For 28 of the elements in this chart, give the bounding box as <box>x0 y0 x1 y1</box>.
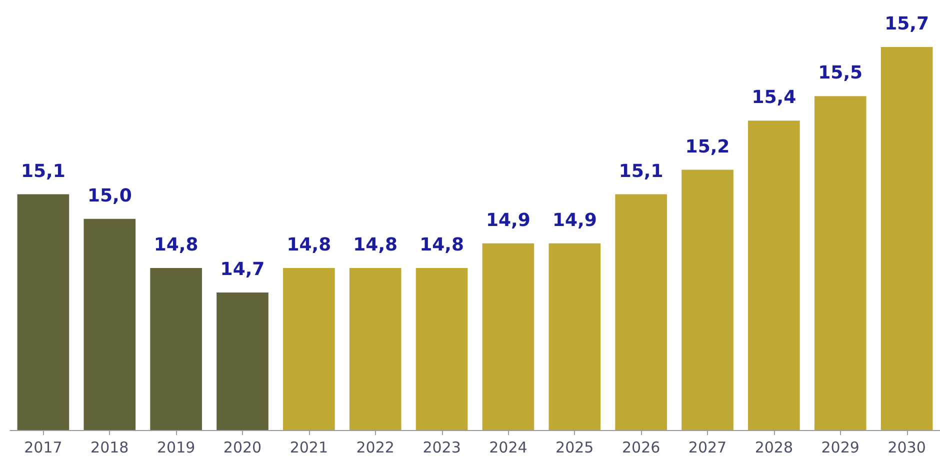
x-tick-label: 2027 <box>688 438 727 456</box>
x-tick-label: 2025 <box>556 438 594 456</box>
data-label: 15,0 <box>87 185 132 206</box>
x-tick-label: 2020 <box>223 438 262 456</box>
x-tick-label: 2022 <box>356 438 394 456</box>
x-tick-label: 2029 <box>821 438 860 456</box>
data-label: 14,8 <box>154 234 198 256</box>
x-tick-label: 2028 <box>754 438 794 456</box>
x-tick-label: 2030 <box>888 438 926 456</box>
data-label: 15,1 <box>21 160 66 182</box>
x-tick-label: 2026 <box>622 438 660 456</box>
data-label: 14,9 <box>552 210 597 231</box>
data-label: 14,7 <box>220 259 265 280</box>
x-tick-label: 2019 <box>156 438 196 456</box>
x-tick-label: 2017 <box>24 438 62 456</box>
x-tick-label: 2018 <box>90 438 129 456</box>
data-label: 15,5 <box>818 62 863 84</box>
data-label: 15,7 <box>884 14 929 34</box>
x-tick-label: 2023 <box>422 438 461 456</box>
data-label: 15,2 <box>685 136 730 158</box>
x-tick-label: 2024 <box>489 438 528 456</box>
data-label: 14,8 <box>353 234 398 256</box>
data-label: 15,1 <box>618 160 664 182</box>
data-label: 15,4 <box>752 87 796 108</box>
data-label: 14,8 <box>420 234 464 256</box>
data-label: 14,8 <box>286 234 332 256</box>
data-label: 14,9 <box>486 210 530 231</box>
x-tick-label: 2021 <box>290 438 328 456</box>
